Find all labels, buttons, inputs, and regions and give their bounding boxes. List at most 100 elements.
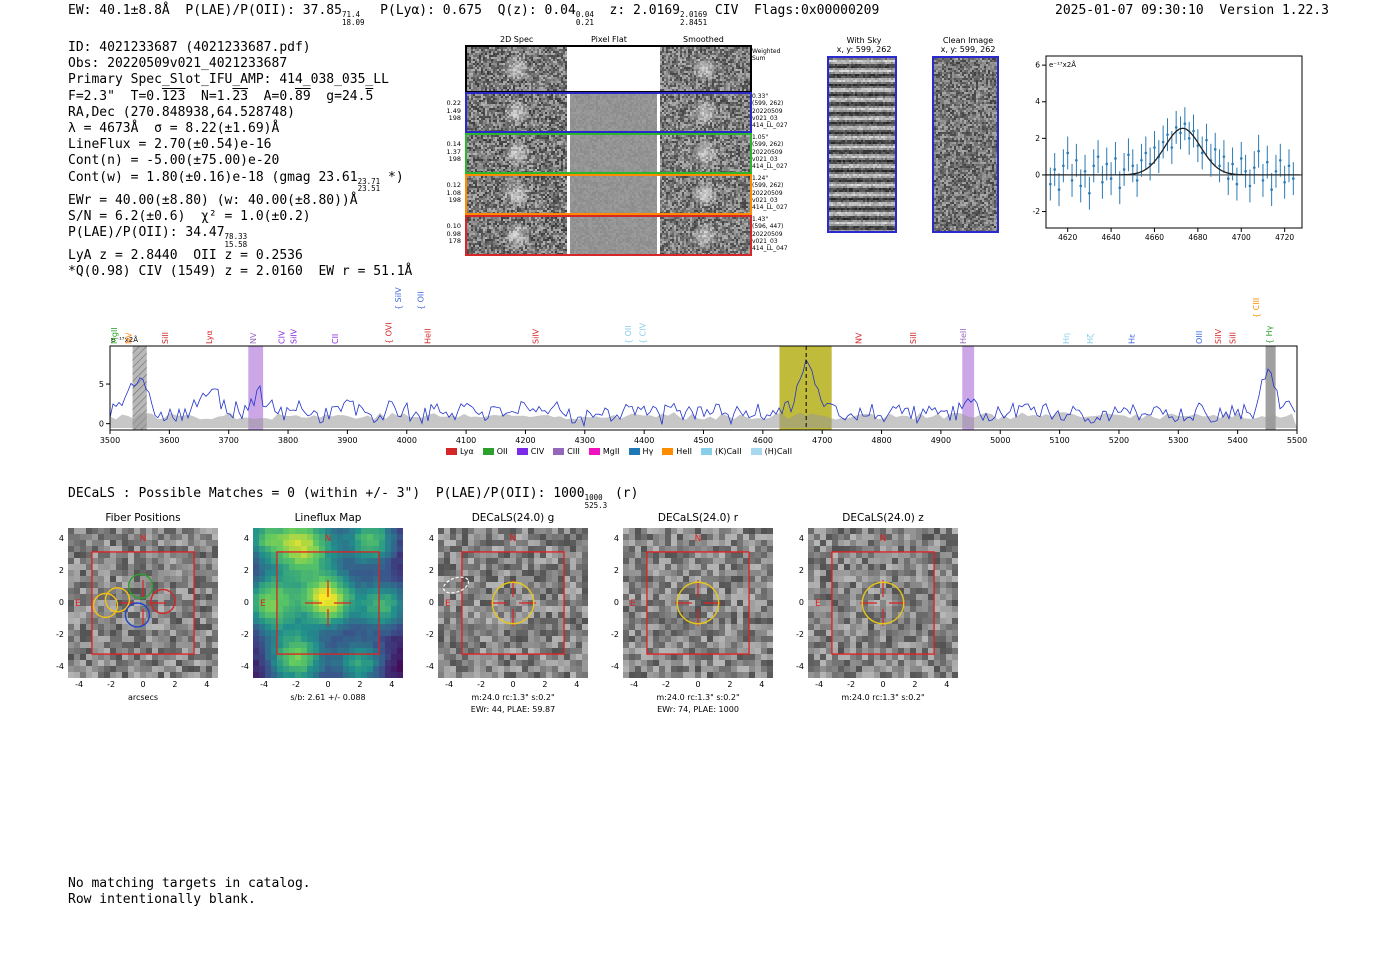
svg-text:4600: 4600 xyxy=(753,436,773,445)
svg-text:OIII: OIII xyxy=(1195,331,1204,344)
fiber-info-3: 1.24" (599, 262) 20220509 v021_03 414_LL_027 xyxy=(752,175,788,212)
svg-text:E: E xyxy=(630,599,636,609)
svg-text:4200: 4200 xyxy=(515,436,535,445)
x-tick-label: 4 xyxy=(944,680,950,689)
fiber-stats-3: 0.12 1.08 198 xyxy=(446,181,461,204)
x-tick-label: -4 xyxy=(445,680,454,689)
info-sn-chi2: S/N = 6.2(±0.6) χ² = 1.0(±0.2) xyxy=(68,208,311,224)
y-tick-label: 0 xyxy=(428,598,434,607)
svg-text:4680: 4680 xyxy=(1188,233,1207,242)
fiber-stats-4: 0.10 0.98 178 xyxy=(446,222,461,245)
footer-block: No matching targets in catalog. Row inte… xyxy=(68,876,311,907)
legend-item: Hγ xyxy=(628,447,653,456)
info-redshifts: LyA z = 2.8440 OII z = 0.2536 xyxy=(68,248,303,264)
z-range: 2.0169 2.8451 xyxy=(680,10,708,27)
fiber-strip-4 xyxy=(465,215,752,256)
x-tick-label: -4 xyxy=(260,680,269,689)
svg-text:4900: 4900 xyxy=(931,436,951,445)
svg-text:3800: 3800 xyxy=(278,436,298,445)
info-cont-n: Cont(n) = -5.00(±75.00)e-20 xyxy=(68,153,280,169)
panel-caption: m:24.0 rc:1.3" s:0.2" xyxy=(841,693,925,702)
svg-text:SiII: SiII xyxy=(1228,332,1237,344)
spectrum-legend: Lyα OII CIV CIII MgII Hγ HeII (K)CaII (H)CaII xyxy=(446,447,792,456)
svg-text:e⁻¹⁷x2Å: e⁻¹⁷x2Å xyxy=(1049,60,1076,69)
fiber-strip-3 xyxy=(465,174,752,215)
lineflux-map-image xyxy=(253,528,403,678)
lineflux-map-overlay: NE xyxy=(260,534,380,655)
y-tick-label: 2 xyxy=(798,566,804,576)
decals-plae-range: 1000 525.3 xyxy=(584,493,608,510)
info-radec: RA,Dec (270.848938,64.528748) xyxy=(68,104,295,120)
decals-matches: DECaLS : Possible Matches = 0 (within +/… xyxy=(68,486,585,501)
panel-title: DECaLS(24.0) r xyxy=(657,512,739,524)
fiber-info-2: 1.05" (599, 262) 20220509 v021_03 414_LL_027 xyxy=(752,134,788,171)
svg-text:4500: 4500 xyxy=(693,436,713,445)
legend-item: CIII xyxy=(553,447,580,456)
info-obs: Obs: 20220509v021_4021233687 xyxy=(68,56,288,72)
fiber-positions-image xyxy=(68,528,218,678)
decals-z-overlay: NE xyxy=(815,534,935,655)
svg-text:SiIV: SiIV xyxy=(532,328,541,344)
x-tick-label: -4 xyxy=(75,680,84,689)
svg-text:MgII: MgII xyxy=(110,327,119,344)
cutouts-2d-block: 2D Spec Pixel Flat Smoothed Weighted Sum … xyxy=(443,30,823,270)
legend-item: CIV xyxy=(516,447,544,456)
report-header-line: EW: 40.1±8.8Å P(LAE)/P(OII): 37.85 71.4 18… xyxy=(68,3,879,26)
panel-caption: m:24.0 rc:1.3" s:0.2" xyxy=(656,693,740,702)
svg-text:4: 4 xyxy=(1035,97,1040,106)
x-tick-label: -2 xyxy=(292,680,301,689)
decals-g-image xyxy=(438,528,588,678)
y-tick-label: 4 xyxy=(798,534,804,544)
full-spectrum-plot: 0 5 3500 3600 3700 3800 3900 4000 4100 4200 4300 44… xyxy=(99,287,1307,445)
decals-r-overlay: NE xyxy=(630,534,750,655)
x-tick-label: 4 xyxy=(759,680,765,689)
svg-text:4700: 4700 xyxy=(812,436,832,445)
col-header-2dspec: 2D Spec xyxy=(500,35,534,44)
y-tick-label: -4 xyxy=(241,661,249,671)
y-tick-label: 2 xyxy=(243,566,249,576)
y-tick-label: 4 xyxy=(428,534,434,544)
panel-caption2: EWr: 44, PLAE: 59.87 xyxy=(470,705,556,714)
x-tick-label: 0 xyxy=(695,680,701,689)
svg-text:CII: CII xyxy=(331,334,340,344)
decals-g-overlay: NE xyxy=(442,534,565,655)
svg-text:NV: NV xyxy=(249,332,258,344)
svg-text:5000: 5000 xyxy=(990,436,1010,445)
svg-text:0: 0 xyxy=(1035,170,1040,179)
plae-poii-range: 71.4 18.09 xyxy=(341,10,365,27)
clean-image-block: Clean Image x, y: 599, 262 xyxy=(928,36,1008,233)
svg-text:4100: 4100 xyxy=(456,436,476,445)
x-tick-label: -2 xyxy=(477,680,486,689)
svg-text:e⁻¹⁷x2Å: e⁻¹⁷x2Å xyxy=(111,335,138,344)
plae2-range: 78.33 15.58 xyxy=(224,232,248,249)
legend-item: OII xyxy=(482,447,508,456)
svg-text:5100: 5100 xyxy=(1049,436,1069,445)
legend-item: (H)CaII xyxy=(750,447,792,456)
x-tick-label: 0 xyxy=(140,680,146,689)
x-tick-label: 2 xyxy=(357,680,363,689)
svg-text:N: N xyxy=(510,534,517,544)
svg-text:4640: 4640 xyxy=(1102,233,1121,242)
svg-text:SiII: SiII xyxy=(909,332,918,344)
svg-text:5300: 5300 xyxy=(1168,436,1188,445)
svg-text:Hζ: Hζ xyxy=(1086,334,1095,344)
info-plae-poii: P(LAE)/P(OII): 34.47 78.33 15.58 xyxy=(68,225,248,249)
svg-text:5400: 5400 xyxy=(1227,436,1247,445)
x-tick-label: 2 xyxy=(912,680,918,689)
weighted-sum-label: Weighted Sum xyxy=(752,48,781,63)
fiber-positions-overlay: NE xyxy=(75,534,195,655)
svg-text:4000: 4000 xyxy=(397,436,417,445)
x-tick-label: 0 xyxy=(510,680,516,689)
decals-z-image xyxy=(808,528,958,678)
x-tick-label: -4 xyxy=(630,680,639,689)
fiber-stats-2: 0.14 1.37 198 xyxy=(446,140,461,163)
y-tick-label: -4 xyxy=(56,661,64,671)
svg-text:2: 2 xyxy=(1035,134,1040,143)
svg-text:NV: NV xyxy=(854,332,863,344)
svg-text:N: N xyxy=(325,534,332,544)
svg-text:Lyα: Lyα xyxy=(205,330,214,344)
svg-text:4400: 4400 xyxy=(634,436,654,445)
header-ew: EW: 40.1±8.8Å P(LAE)/P(OII): 37.85 xyxy=(68,3,342,18)
